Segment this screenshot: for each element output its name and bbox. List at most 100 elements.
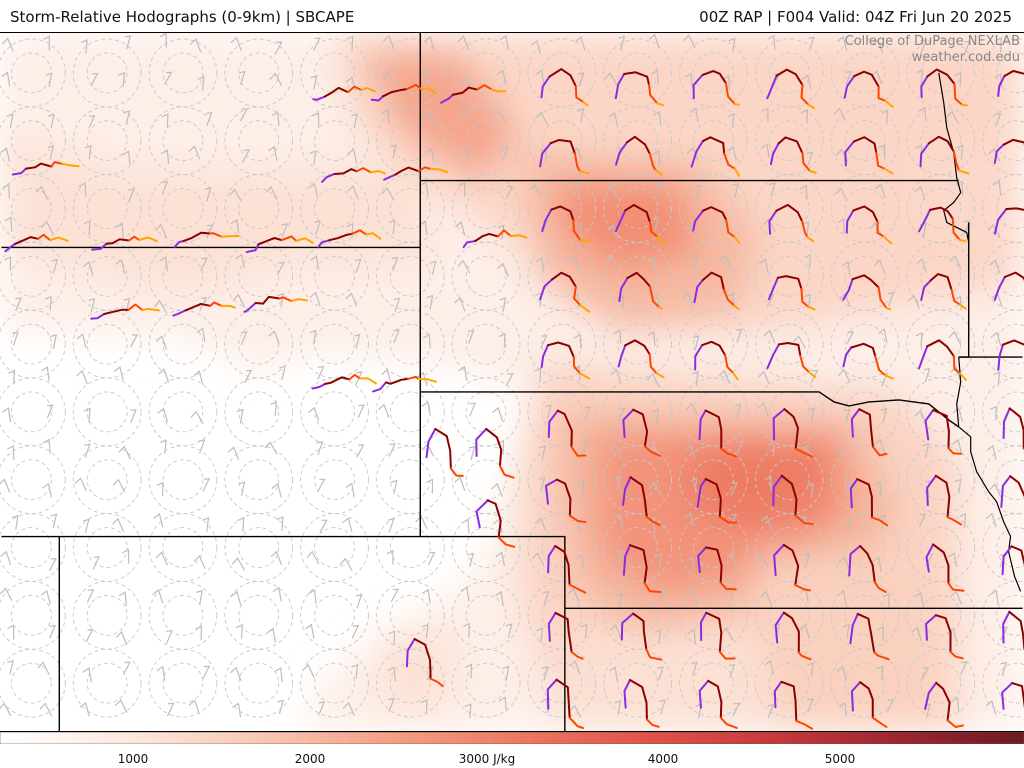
wind-barb	[806, 151, 814, 166]
hodograph-segment	[950, 288, 962, 306]
wind-barb	[79, 701, 90, 717]
wind-barb	[230, 590, 242, 606]
hodograph-segment	[919, 142, 930, 168]
wind-barb	[155, 335, 167, 350]
range-ring	[906, 377, 976, 447]
range-ring	[920, 662, 962, 704]
wind-barb	[388, 518, 395, 533]
wind-barb	[846, 331, 855, 345]
wind-barb	[8, 369, 16, 385]
hodograph-segment	[852, 205, 879, 224]
wind-barb	[421, 588, 431, 604]
wind-barb	[652, 150, 661, 166]
hodograph-segment	[103, 308, 130, 315]
range-ring	[10, 594, 52, 636]
wind-barb	[843, 408, 851, 424]
hodograph-segment	[384, 377, 409, 385]
range-ring	[224, 648, 294, 718]
wind-barb	[308, 406, 320, 422]
wind-barb	[468, 445, 476, 461]
hodograph-segment	[845, 209, 855, 234]
range-ring	[148, 241, 218, 311]
wind-barb	[7, 659, 15, 675]
range-ring	[920, 188, 962, 229]
range-ring	[679, 241, 748, 311]
range-ring	[465, 188, 507, 229]
wind-barb	[45, 295, 52, 311]
wind-barb	[531, 552, 545, 567]
range-ring	[0, 309, 66, 379]
wind-barb	[156, 481, 164, 497]
hodograph-segment	[773, 543, 785, 577]
wind-barb	[0, 147, 11, 163]
wind-barb	[425, 147, 435, 163]
hodograph-segment	[405, 637, 416, 668]
hodograph-segment	[573, 152, 581, 173]
range-ring	[693, 255, 734, 297]
wind-barb	[736, 441, 744, 455]
wind-barb	[569, 660, 581, 675]
wind-barb	[270, 401, 278, 416]
hodograph-segment	[490, 88, 507, 93]
range-ring	[527, 241, 597, 311]
range-ring	[527, 106, 597, 176]
wind-barb	[277, 699, 285, 715]
range-ring	[72, 513, 142, 582]
wind-barb	[684, 72, 693, 88]
wind-barb	[390, 479, 398, 495]
wind-barb	[838, 368, 851, 383]
hodograph-segment	[622, 476, 632, 507]
wind-barb	[804, 254, 812, 269]
hodograph-segment	[851, 274, 880, 289]
wind-barb	[50, 513, 58, 529]
wind-barb	[647, 518, 656, 534]
wind-barb	[727, 113, 735, 128]
range-ring	[162, 255, 204, 297]
range-ring	[617, 323, 659, 365]
wind-barb	[355, 371, 363, 386]
range-ring	[906, 580, 976, 650]
range-ring	[768, 323, 810, 365]
wind-barb	[685, 402, 699, 417]
range-ring	[451, 580, 521, 650]
wind-barb	[613, 513, 624, 529]
range-ring	[72, 174, 142, 243]
wind-barb	[574, 36, 586, 51]
hodograph-segment	[50, 161, 64, 168]
wind-barb	[188, 145, 201, 160]
range-ring	[148, 445, 218, 515]
range-ring	[541, 188, 583, 229]
hodograph-segment	[794, 514, 814, 525]
range-ring	[996, 120, 1024, 162]
hodograph-segment	[795, 719, 814, 730]
wind-barb	[763, 329, 776, 344]
wind-barb	[686, 147, 699, 162]
wind-barb	[342, 517, 353, 532]
wind-barb	[762, 218, 776, 232]
range-ring	[148, 106, 218, 176]
wind-barb	[196, 327, 206, 343]
wind-barb	[423, 111, 435, 127]
wind-barb	[269, 72, 283, 87]
wind-barb	[491, 482, 503, 497]
hodograph-segment	[733, 304, 740, 311]
hodograph-segment	[220, 234, 240, 238]
wind-barb	[467, 552, 474, 568]
hodograph-segment	[801, 152, 811, 173]
wind-barb	[950, 366, 961, 381]
hodograph-segment	[884, 99, 894, 108]
range-ring	[830, 648, 900, 718]
wind-barb	[609, 624, 622, 639]
wind-barb	[309, 291, 321, 307]
wind-barb	[232, 702, 242, 718]
hodograph-segment	[550, 271, 577, 288]
hodograph-segment	[545, 478, 558, 505]
range-ring	[465, 527, 507, 568]
wind-barb	[232, 293, 246, 308]
wind-barb	[1000, 661, 1008, 677]
hodograph-segment	[358, 377, 377, 385]
hodograph-segment	[993, 207, 1008, 235]
hodograph-segment	[993, 143, 1005, 165]
wind-barb	[46, 404, 54, 419]
hodograph-segment	[777, 136, 804, 155]
